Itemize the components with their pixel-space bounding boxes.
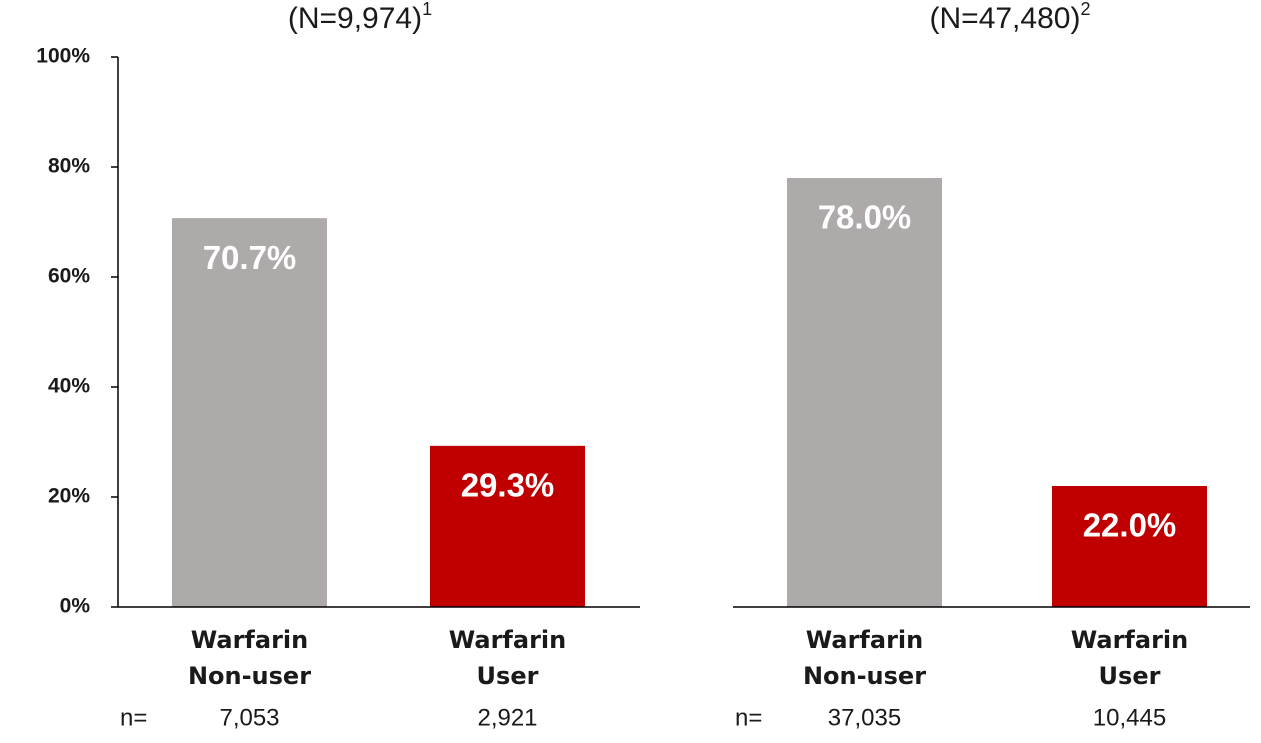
value-label: 29.3% [461, 467, 555, 504]
bar [787, 178, 942, 607]
panel-title: (N=9,974)1 [288, 0, 432, 35]
count-label: 10,445 [1093, 704, 1166, 731]
y-tick-label: 20% [48, 485, 90, 508]
bar [172, 218, 327, 607]
title-note: 2 [1080, 0, 1090, 19]
y-tick-label: 40% [48, 375, 90, 398]
count-label: 7,053 [219, 704, 279, 731]
count-label: 2,921 [477, 704, 537, 731]
y-tick-label: 60% [48, 265, 90, 288]
count-prefix: n= [120, 704, 147, 731]
category-label: Warfarin Non-user [802, 626, 927, 690]
value-label: 78.0% [818, 199, 912, 236]
bar [430, 445, 585, 607]
panel-title: (N=47,480)2 [930, 0, 1091, 35]
category-label: Warfarin User [1070, 626, 1189, 690]
value-label: 22.0% [1083, 507, 1177, 544]
count-label: 37,035 [828, 704, 901, 731]
title-text: (N=47,480) [930, 2, 1081, 35]
category-label: Warfarin User [448, 626, 567, 690]
title-text: (N=9,974) [288, 2, 422, 35]
value-label: 70.7% [203, 239, 297, 276]
category-label: Warfarin Non-user [187, 626, 312, 690]
y-tick-label: 100% [36, 45, 90, 68]
y-tick-label: 80% [48, 155, 90, 178]
count-prefix: n= [735, 704, 762, 731]
y-tick-label: 0% [60, 595, 91, 618]
title-note: 1 [422, 0, 432, 19]
bar [1052, 486, 1207, 607]
